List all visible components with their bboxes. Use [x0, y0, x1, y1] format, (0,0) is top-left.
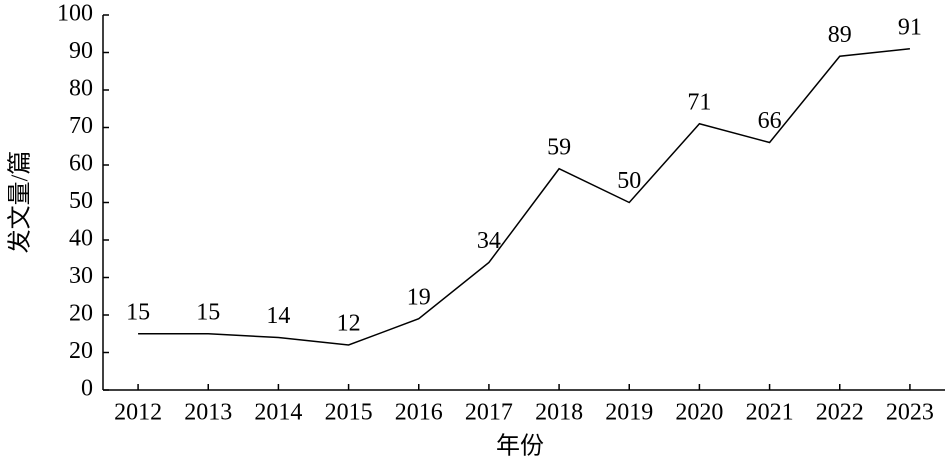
x-tick-label: 2016 — [395, 400, 443, 426]
y-tick-label: 20 — [69, 301, 93, 327]
data-label: 15 — [196, 299, 220, 325]
y-tick-label: 70 — [69, 113, 93, 139]
data-label: 19 — [407, 284, 431, 310]
x-tick-label: 2023 — [886, 400, 934, 426]
y-tick-label: 100 — [57, 1, 93, 27]
x-axis-label: 年份 — [496, 433, 544, 460]
data-label: 59 — [547, 134, 571, 160]
data-label: 15 — [126, 299, 150, 325]
y-tick-label: 60 — [69, 151, 93, 177]
x-tick-label: 2013 — [184, 400, 232, 426]
data-label: 66 — [758, 108, 782, 134]
y-tick-label: 40 — [69, 226, 93, 252]
data-label: 34 — [477, 228, 501, 254]
x-tick-label: 2015 — [325, 400, 373, 426]
x-tick-label: 2014 — [254, 400, 302, 426]
line — [138, 48, 910, 346]
x-tick-label: 2019 — [605, 400, 653, 426]
data-label: 89 — [828, 22, 852, 48]
data-label: 50 — [617, 168, 641, 194]
y-axis-label: 发文量/篇 — [7, 151, 34, 254]
y-tick-label: 50 — [69, 188, 93, 214]
data-label: 71 — [687, 89, 711, 115]
x-tick-label: 2018 — [535, 400, 583, 426]
y-tick-label: 0 — [81, 376, 93, 402]
x-tick-label: 2022 — [816, 400, 864, 426]
y-tick-label: 30 — [69, 263, 93, 289]
data-label: 12 — [337, 311, 361, 337]
data-label: 91 — [898, 14, 922, 40]
x-tick-label: 2012 — [114, 400, 162, 426]
y-tick-label: 90 — [69, 38, 93, 64]
x-tick-label: 2020 — [675, 400, 723, 426]
y-tick-label: 20 — [69, 338, 93, 364]
y-tick-label: 80 — [69, 76, 93, 102]
data-label: 14 — [266, 303, 290, 329]
x-tick-label: 2017 — [465, 400, 513, 426]
x-tick-label: 2021 — [746, 400, 794, 426]
